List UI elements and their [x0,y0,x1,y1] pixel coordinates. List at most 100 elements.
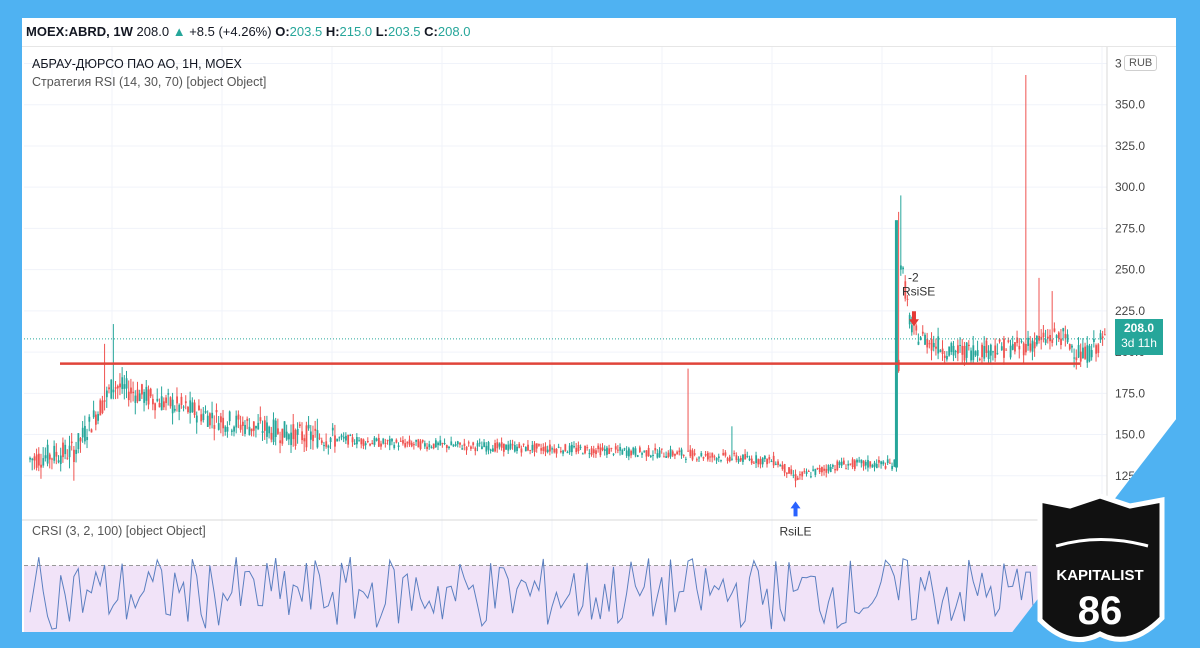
candle-body [886,459,889,463]
currency-button[interactable]: RUB [1124,55,1158,71]
candle-body [395,439,398,443]
candle-body [757,459,760,465]
candle-body [320,440,323,443]
candle-body [178,404,181,413]
candle-body [57,460,60,463]
candle-body [961,345,964,355]
candle-body [279,440,282,444]
candle-body [1082,347,1084,359]
chart-panes[interactable]: 125.0150.0175.0200.0225.0250.0275.0300.0… [22,47,1176,632]
candle-body [270,432,273,440]
candle-body [485,445,488,452]
candle-body [636,455,639,457]
candle-body [281,428,284,444]
candle-body [889,462,891,464]
candle-body [116,385,119,389]
candle-body [384,442,387,444]
candle-body [303,438,306,442]
candle-body [158,403,161,408]
candle-body [364,443,367,446]
candle-body [215,410,218,413]
candle-body [1049,335,1051,342]
candle-body [935,346,937,349]
candle-body [978,358,981,360]
candle-body [391,438,393,442]
candle-body [1104,334,1106,336]
candle-body [481,446,483,450]
crsi-line [29,556,1106,630]
candle-body [112,389,115,393]
candle-body [441,443,444,445]
candle-body [682,454,685,456]
candle-body [237,414,240,420]
candle-body [448,446,450,449]
candle-body [862,460,865,467]
candle-body [527,444,529,451]
candle-body [579,446,582,448]
candle-body [1011,344,1014,350]
crsi-legend[interactable]: CRSI (3, 2, 100) [object Object] [32,524,206,538]
candle-body [154,403,157,411]
candle-body [358,440,361,442]
strategy-label[interactable]: Стратегия RSI (14, 30, 70) [object Objec… [32,75,267,89]
candle-body [606,447,608,455]
candle-body [180,396,183,405]
candle-body [932,342,935,348]
candle-body [443,442,446,444]
candle-body [1051,339,1054,343]
candle-body [209,413,211,426]
candle-body [288,434,290,440]
candle-body [380,443,382,447]
candle-body [717,456,720,459]
candle-body [713,456,716,458]
candle-body [691,450,694,460]
candle-body [55,451,58,457]
candle-body [540,448,543,451]
candle-body [603,449,606,452]
symbol-label[interactable]: MOEX:ABRD, 1W [26,24,133,39]
y-tick-label: 250.0 [1115,263,1145,277]
candle-body [233,426,235,432]
candle-body [1018,345,1021,350]
candle-body [926,338,929,348]
candle-body [204,411,207,413]
candle-body [880,461,883,465]
candle-body [840,461,843,466]
candle-body [141,384,143,395]
candle-body [842,460,845,465]
candle-body [81,427,84,438]
candle-body [108,387,110,390]
price-chart-svg[interactable]: 125.0150.0175.0200.0225.0250.0275.0300.0… [22,47,1176,632]
candle-body [68,445,71,458]
candle-body [1005,349,1008,351]
candle-body [759,458,762,465]
candle-body [1036,335,1038,345]
candle-body [621,449,624,455]
candle-body [165,397,167,404]
candle-body [928,343,931,345]
crsi-band [24,565,1107,632]
candle-body [1003,338,1005,358]
candle-body [557,446,560,448]
candle-body [799,474,801,476]
candle-body [163,401,165,408]
candle-body [864,461,867,466]
candle-body [952,345,955,356]
candle-body [959,344,962,346]
candle-body [821,467,823,473]
candle-body [507,444,510,451]
candle-body [785,472,788,475]
last-price: 208.0 [136,24,170,39]
candle-body [437,442,439,446]
y-tick-label: 3 [1115,56,1122,70]
candle-body [235,415,238,428]
candle-body [838,462,841,466]
candle-body [114,387,117,389]
candle-body [592,449,595,454]
candle-body [1075,357,1078,361]
candle-body [867,460,869,468]
candle-body [138,393,141,401]
svg-text:KAPITALIST: KAPITALIST [1056,567,1143,584]
candle-body [1009,345,1012,358]
candle-body [31,458,34,461]
